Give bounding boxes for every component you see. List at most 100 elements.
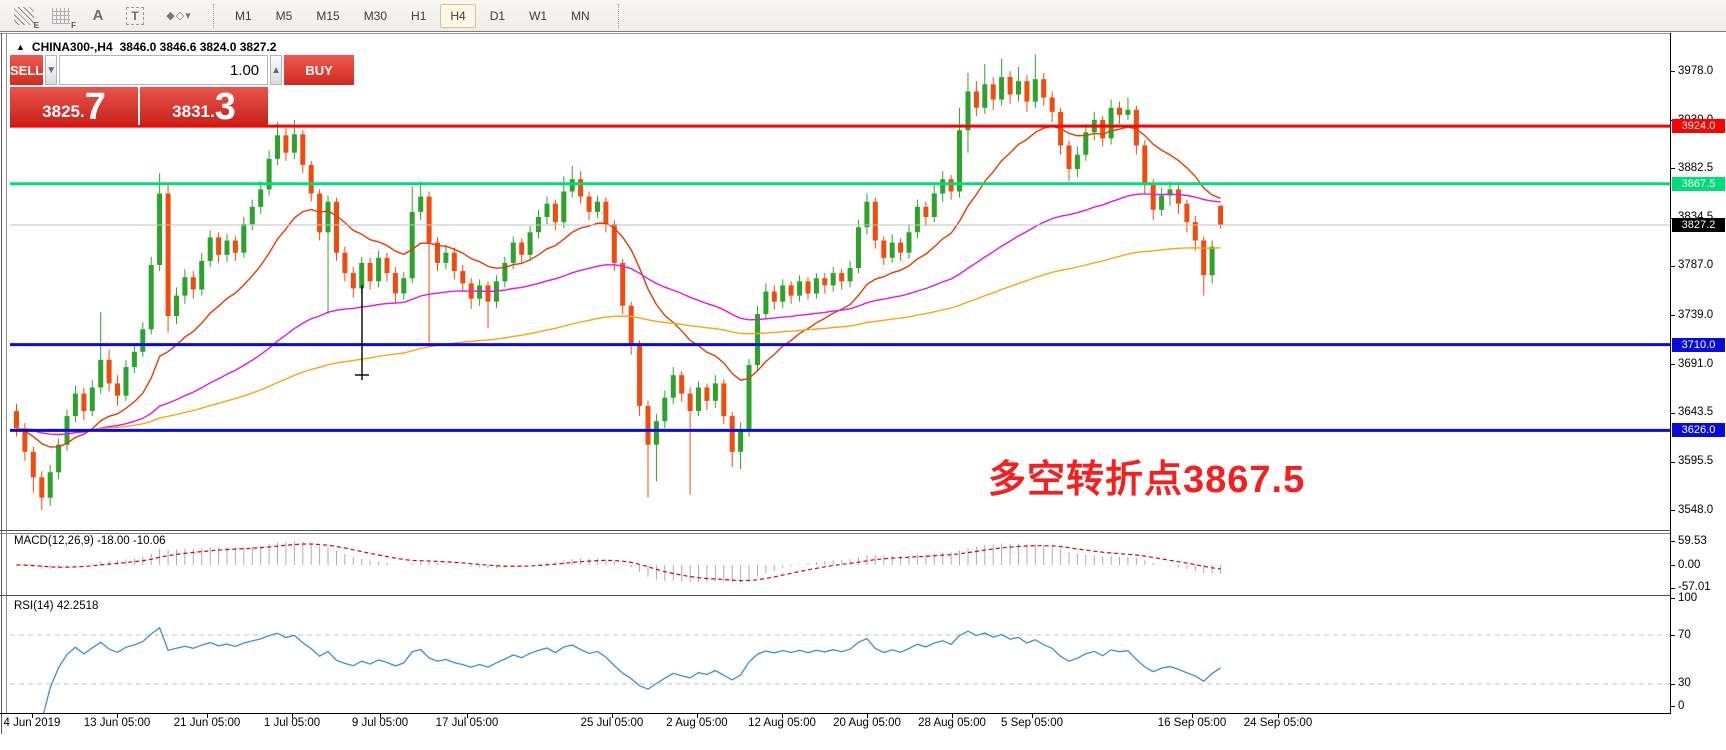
time-axis-label: 1 Jul 05:00: [263, 717, 321, 729]
time-axis-label: 9 Jul 05:00: [351, 717, 409, 729]
panel-splitter[interactable]: [0, 530, 1726, 531]
axis-tick: [1671, 598, 1675, 600]
timeframe-button-h4[interactable]: H4: [440, 3, 476, 28]
price-badge-3710.0: 3710.0: [1672, 337, 1725, 352]
time-axis-label: 17 Jul 05:00: [435, 717, 499, 729]
macd-axis-label: 59.53: [1678, 534, 1707, 547]
rsi-panel-canvas[interactable]: [10, 597, 1670, 713]
timeframe-button-d1[interactable]: D1: [489, 8, 506, 23]
price-axis-label: 3978.0: [1678, 64, 1714, 77]
time-axis-tick: [467, 714, 468, 718]
time-axis-label: 5 Sep 05:00: [1000, 717, 1064, 729]
price-axis-label: 3691.0: [1678, 357, 1714, 370]
time-axis-label: 4 Jun 2019: [3, 717, 61, 729]
timeframe-button-mn[interactable]: MN: [571, 8, 590, 23]
panel-splitter: [0, 533, 1726, 534]
price-axis-label: 3595.5: [1678, 455, 1714, 467]
time-axis-label: 25 Jul 05:00: [580, 717, 644, 729]
timeframe-button-m5[interactable]: M5: [275, 8, 293, 23]
chart-toolbar: E F A T ◆◇ ▾ M1 M5 M15 M30 H1 H4 D1 W1 MN: [0, 0, 1726, 32]
time-axis-label: 16 Sep 05:00: [1157, 717, 1227, 729]
axis-tick: [1671, 565, 1675, 566]
buy-button[interactable]: BUY: [284, 55, 355, 85]
time-axis-label: 2 Aug 05:00: [666, 717, 728, 729]
timeframe-button-w1[interactable]: W1: [529, 8, 548, 23]
timeframe-button-h1[interactable]: H1: [411, 8, 427, 23]
time-axis-label: 28 Aug 05:00: [918, 717, 986, 729]
chart-ohlc-label: 3846.0 3846.6 3824.0 3827.2: [119, 40, 277, 54]
arrow-tools-dropdown-icon[interactable]: ◆◇ ▾: [166, 10, 192, 22]
axis-tick: [1671, 265, 1675, 267]
time-axis-label: 21 Jun 05:00: [173, 717, 241, 729]
window-border: [1, 33, 2, 750]
time-axis-tick: [612, 714, 613, 718]
buy-price-button[interactable]: 3831. 3: [140, 85, 268, 128]
price-badge-3867.5: 3867.5: [1672, 176, 1725, 191]
axis-tick: [1671, 71, 1675, 72]
timeframe-button-m15[interactable]: M15: [316, 8, 340, 23]
axis-tick: [1671, 683, 1675, 685]
sell-price-button[interactable]: 3825. 7: [10, 87, 138, 126]
volume-input[interactable]: [59, 55, 269, 85]
chart-window: ▲ CHINA300-,H4 3846.0 3846.6 3824.0 3827…: [0, 33, 1726, 750]
time-axis-tick: [782, 714, 783, 718]
volume-decrease-button[interactable]: ▼: [45, 55, 58, 85]
rsi-axis-label: 30: [1678, 677, 1691, 690]
buy-price-big-digit: 3: [214, 85, 236, 128]
time-axis-tick: [292, 714, 293, 718]
price-axis-border: [1670, 33, 1671, 714]
axis-tick: [1671, 315, 1675, 316]
buy-price-label: 3831.: [172, 102, 215, 121]
main-chart-canvas[interactable]: [10, 33, 1670, 530]
macd-panel-canvas[interactable]: [10, 532, 1670, 595]
time-axis-tick: [867, 714, 868, 718]
volume-increase-button[interactable]: ▲: [270, 55, 283, 85]
time-axis-tick: [1192, 714, 1193, 718]
toolbar-separator: [617, 3, 619, 28]
axis-tick: [1671, 635, 1675, 636]
price-axis-label: 3643.5: [1678, 406, 1714, 418]
timeframe-button-group: M1 M5 M15 M30 H1 H4 D1 W1 MN: [223, 3, 602, 28]
grid-tool-icon[interactable]: F: [47, 4, 76, 30]
ma-slow-line: [16, 247, 1221, 433]
axis-tick: [1671, 168, 1675, 170]
time-axis-tick: [380, 714, 381, 718]
time-axis-tick: [1278, 714, 1279, 718]
timeframe-button-m30[interactable]: M30: [363, 8, 388, 23]
timeframe-button-m1[interactable]: M1: [235, 8, 252, 23]
crosshatch-tool-icon[interactable]: E: [10, 4, 39, 30]
price-badge-3626.0: 3626.0: [1672, 423, 1725, 438]
price-axis-label: 3787.0: [1678, 259, 1714, 272]
ma-fast-line: [16, 125, 1221, 448]
macd-axis-label: 0.00: [1678, 558, 1701, 571]
time-axis-label: 24 Sep 05:00: [1243, 717, 1313, 729]
price-axis[interactable]: 3978.03930.03882.53834.53787.03739.03691…: [1671, 33, 1726, 750]
toolbar-separator: [213, 3, 214, 28]
sell-button[interactable]: SELL: [10, 55, 44, 85]
price-axis-label: 3739.0: [1678, 308, 1714, 321]
chart-symbol-label: CHINA300-,H4: [31, 40, 113, 54]
chart-annotation-text: 多空转折点3867.5: [988, 459, 1306, 501]
price-axis-label: 3882.5: [1678, 161, 1714, 174]
time-axis-tick: [1032, 714, 1033, 718]
collapse-arrow-icon[interactable]: ▲: [16, 42, 25, 52]
time-axis-label: 20 Aug 05:00: [833, 717, 901, 729]
price-axis-label: 3548.0: [1678, 503, 1714, 516]
text-box-tool-icon[interactable]: T: [121, 4, 149, 28]
time-axis-label: 12 Aug 05:00: [748, 717, 816, 729]
axis-tick: [1671, 364, 1675, 365]
text-label-tool-icon[interactable]: A: [92, 7, 104, 24]
time-axis-label: 13 Jun 05:00: [83, 717, 151, 729]
window-bottom-strip: [0, 734, 1726, 750]
time-axis-tick: [952, 714, 953, 718]
ma-mid-line: [16, 193, 1221, 436]
axis-tick: [1671, 510, 1675, 511]
panel-splitter[interactable]: [0, 595, 1726, 596]
macd-indicator-label: MACD(12,26,9) -18.00 -10.06: [14, 535, 166, 547]
sell-price-label: 3825.: [42, 102, 85, 121]
time-axis[interactable]: 4 Jun 2019 13 Jun 05:00 21 Jun 05:00 1 Jul …: [0, 714, 1726, 734]
axis-tick: [1671, 706, 1675, 707]
macd-axis-label: -57.01: [1678, 581, 1711, 594]
window-border: [6, 33, 7, 713]
